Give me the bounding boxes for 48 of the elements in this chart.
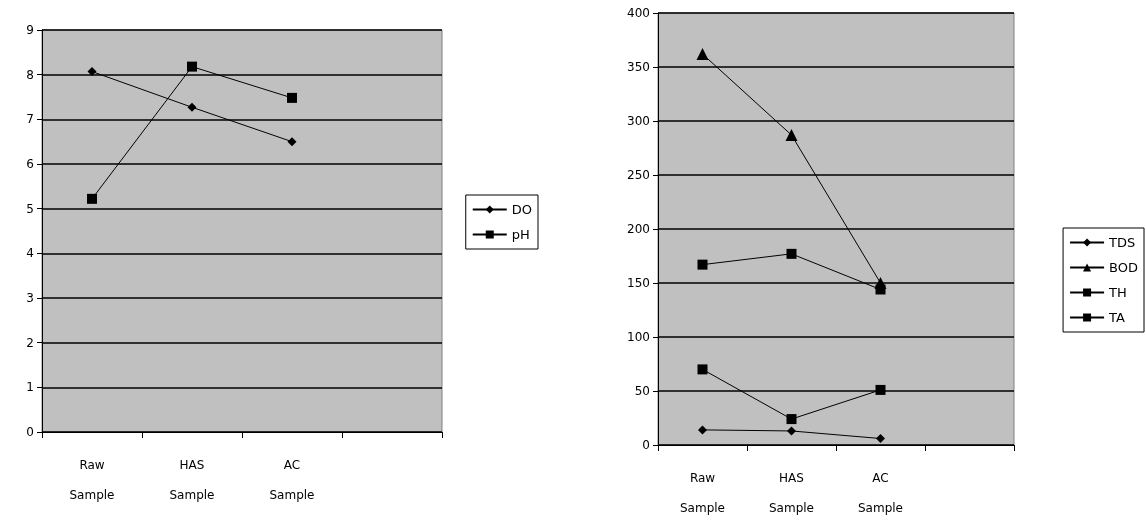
point <box>87 67 97 77</box>
point <box>287 92 297 103</box>
point <box>787 426 796 436</box>
y-tick-label: 2 <box>26 335 34 350</box>
point <box>785 129 798 142</box>
point <box>696 48 709 61</box>
category-label: Raw Sample <box>69 458 115 502</box>
y-tick-label: 7 <box>26 112 34 127</box>
y-tick-label: 1 <box>26 380 34 395</box>
legend-label: TDS <box>1108 235 1136 250</box>
y-tick-label: 100 <box>627 330 650 344</box>
point <box>875 384 886 395</box>
y-tick-label: 5 <box>26 201 34 216</box>
category-label: HAS Sample <box>169 458 215 502</box>
legend-label: pH <box>511 227 530 242</box>
y-tick-label: 250 <box>627 168 650 182</box>
y-tick-label: 400 <box>627 6 650 20</box>
y-tick-label: 4 <box>26 246 34 261</box>
y-tick-label: 0 <box>642 438 650 452</box>
y-tick-label: 200 <box>627 222 650 236</box>
point <box>87 193 97 204</box>
legend-label: DO <box>511 202 533 217</box>
category-label: HAS Sample <box>769 471 814 515</box>
y-tick-label: 3 <box>26 291 34 305</box>
y-tick-label: 6 <box>26 157 34 171</box>
point <box>698 425 707 435</box>
category-label: AC Sample <box>269 458 315 502</box>
y-tick-label: 0 <box>26 425 34 439</box>
y-tick-label: 9 <box>26 23 34 37</box>
point <box>697 364 708 375</box>
point <box>786 248 797 259</box>
category-label: AC Sample <box>858 471 903 515</box>
legend-label: TH <box>1108 285 1127 300</box>
y-tick-label: 50 <box>634 384 650 398</box>
point <box>187 61 197 72</box>
point <box>697 259 708 270</box>
point <box>287 137 297 147</box>
category-label: Raw Sample <box>680 471 725 515</box>
point <box>874 277 887 289</box>
y-tick-label: 150 <box>627 276 650 290</box>
y-tick-label: 300 <box>627 114 650 128</box>
legend-label: BOD <box>1109 260 1138 275</box>
legend-label: TA <box>1108 310 1125 325</box>
y-tick-label: 350 <box>627 60 650 74</box>
point <box>876 434 885 444</box>
point <box>187 102 197 112</box>
y-tick-label: 8 <box>26 67 34 82</box>
point <box>786 414 797 425</box>
